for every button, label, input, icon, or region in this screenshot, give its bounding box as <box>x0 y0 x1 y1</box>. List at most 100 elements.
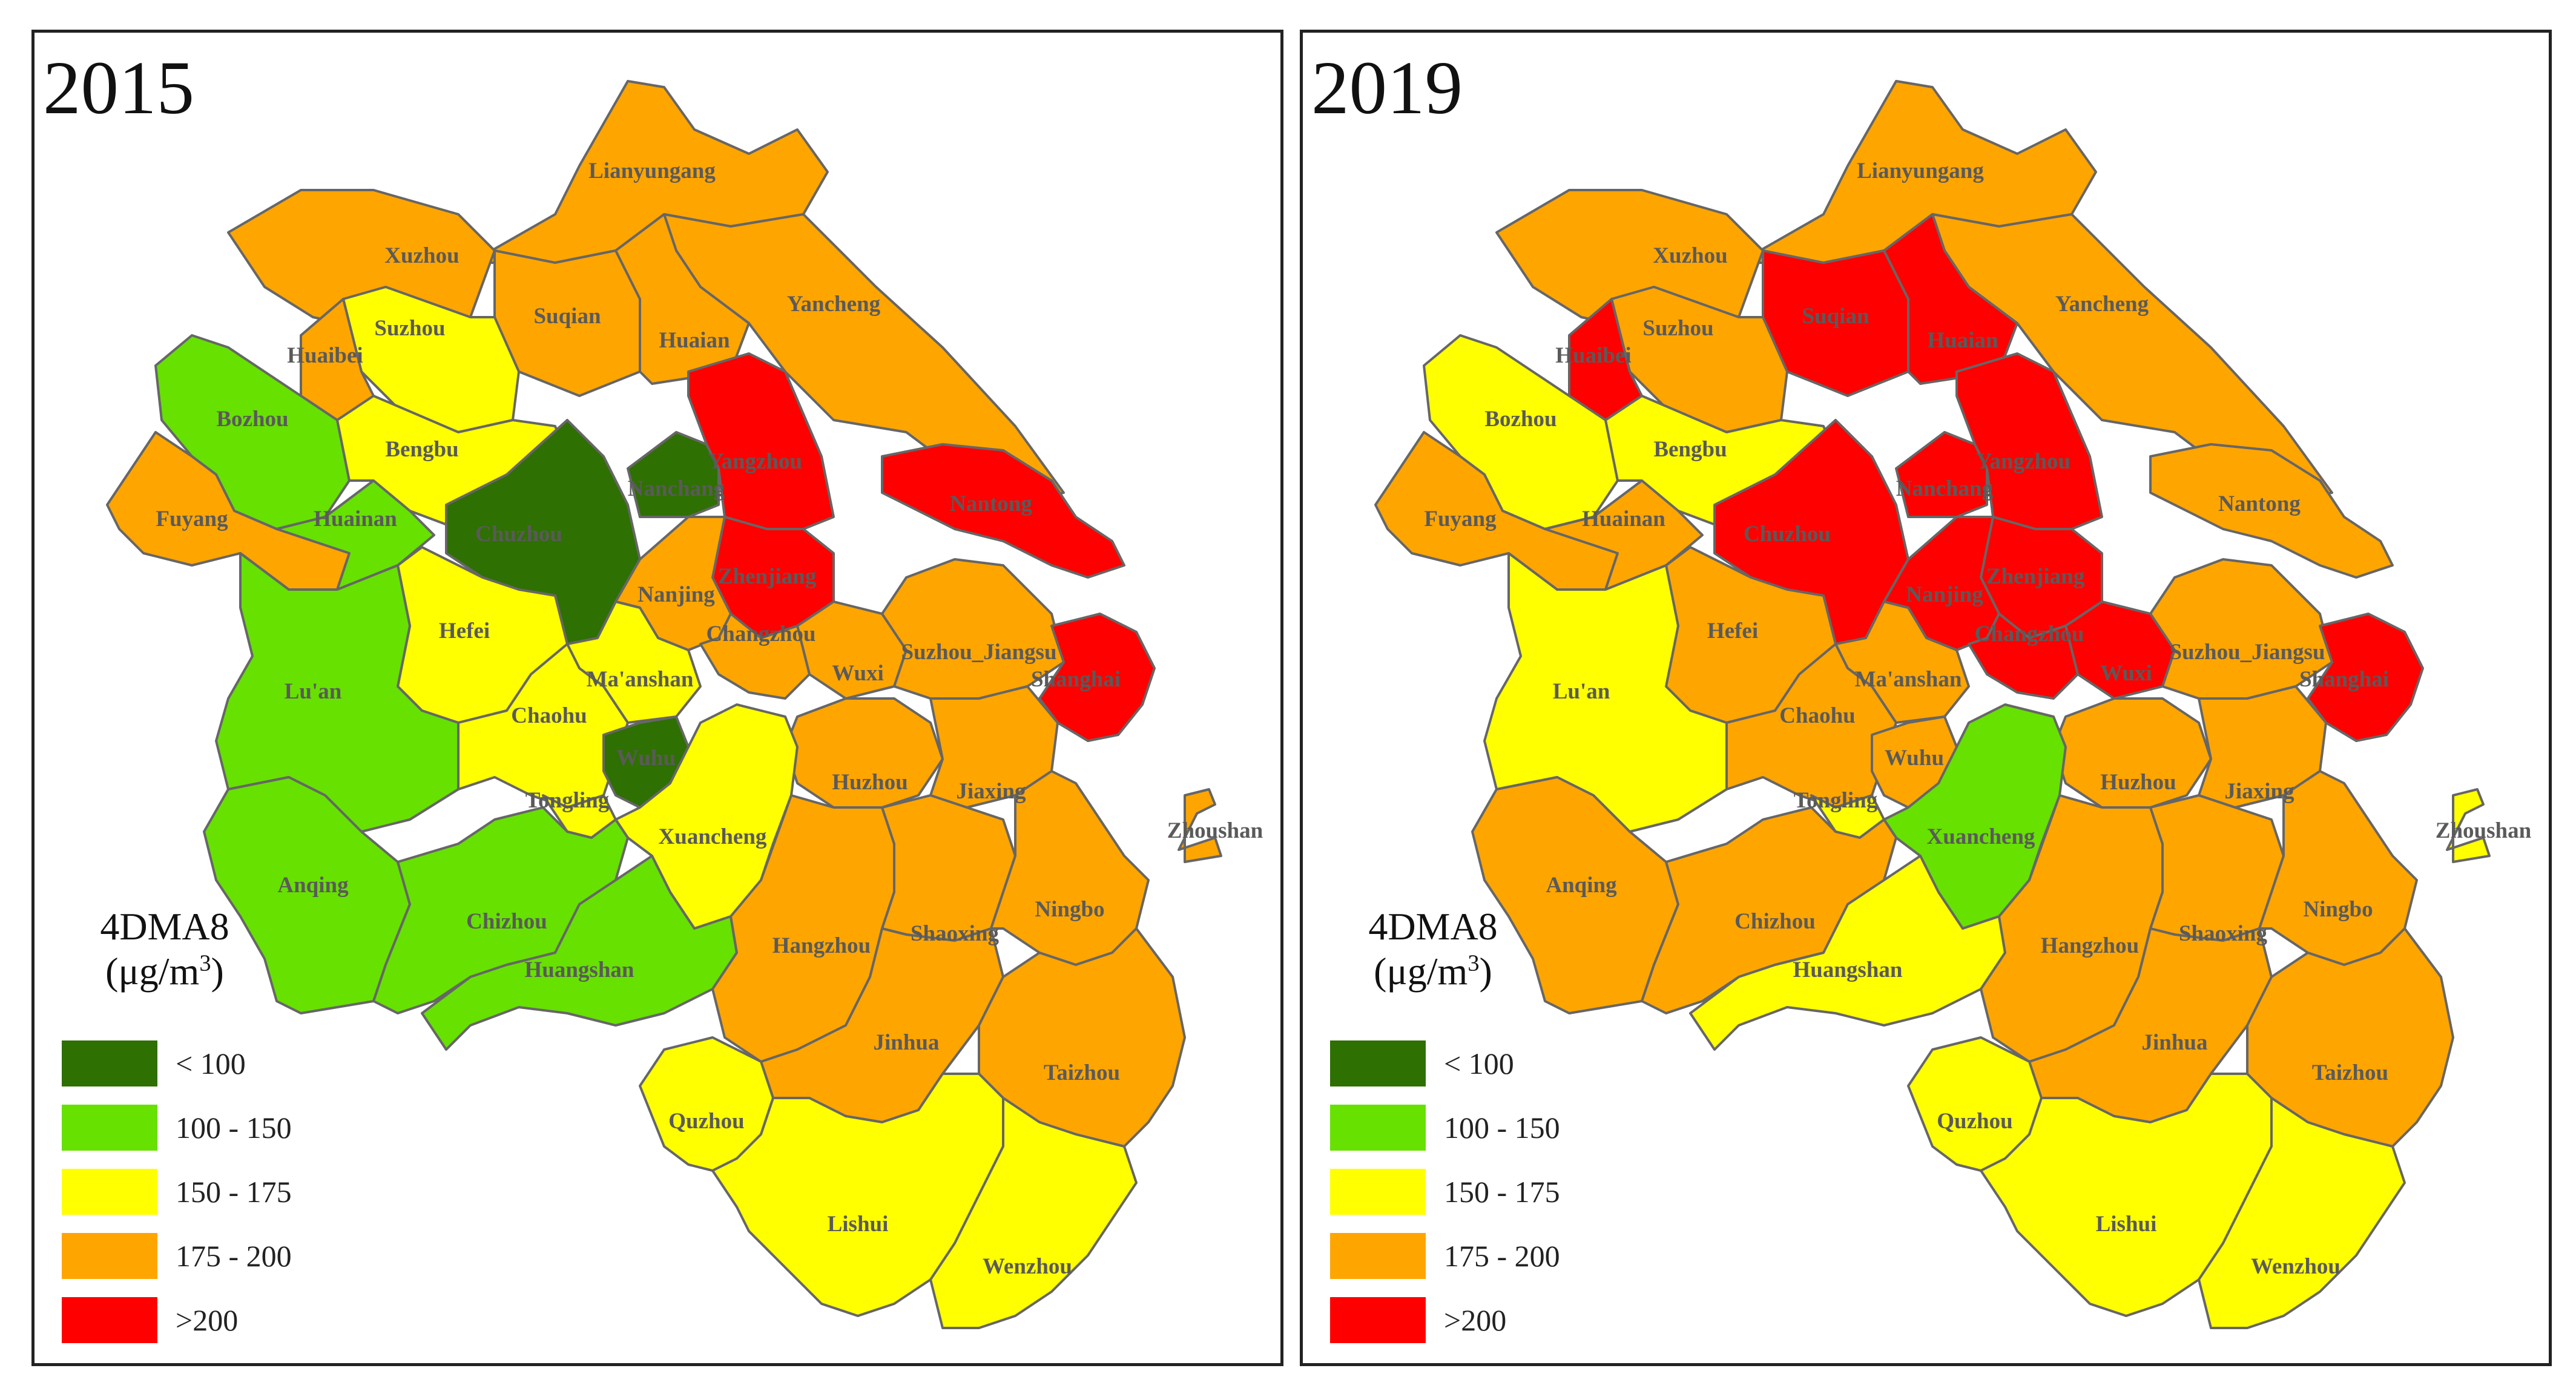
year-label: 2019 <box>1311 47 1463 130</box>
city-label: Bengbu <box>385 437 458 462</box>
city-label: Zhenjiang <box>1986 564 2085 589</box>
city-label: Nanchang <box>1896 476 1994 501</box>
city-label: Jinhua <box>2141 1030 2207 1055</box>
city-label: Suzhou <box>1642 316 1713 341</box>
city-label: Taizhou <box>2312 1060 2388 1085</box>
region-nantong <box>2149 443 2394 579</box>
legend-row: >200 <box>1330 1288 1560 1352</box>
city-label: Suzhou <box>374 316 445 341</box>
city-label: Changzhou <box>707 622 816 646</box>
city-label: Lu'an <box>285 679 342 704</box>
city-label: Chuzhou <box>1744 522 1831 547</box>
city-label: Zhoushan <box>2436 818 2532 843</box>
region-nanchang <box>1895 431 1988 518</box>
region-changzhou <box>1968 613 2079 700</box>
legend-label: 100 - 150 <box>1444 1111 1560 1145</box>
city-label: Nanjing <box>1906 582 1983 607</box>
city-label: Xuancheng <box>659 824 767 849</box>
city-label: Quzhou <box>668 1109 744 1134</box>
legend-label: >200 <box>176 1303 239 1337</box>
legend-row: < 100 <box>1330 1031 1560 1096</box>
legend-label: < 100 <box>176 1047 246 1080</box>
city-label: Anqing <box>277 873 349 898</box>
city-label: Huaibei <box>1555 343 1631 368</box>
region-zhoushan <box>2446 788 2491 863</box>
region-nanchang <box>627 431 720 518</box>
city-label: Yancheng <box>2055 292 2149 317</box>
city-label: Hefei <box>439 619 490 643</box>
city-label: Hangzhou <box>2041 933 2139 958</box>
city-label: Quzhou <box>1937 1109 2012 1134</box>
region-lu-an <box>215 552 460 833</box>
city-label: Lu'an <box>1553 679 1610 704</box>
city-label: Bengbu <box>1653 437 1727 462</box>
city-label: Yangzhou <box>1976 449 2070 474</box>
city-label: Nanjing <box>637 582 715 607</box>
city-label: Fuyang <box>1424 507 1497 531</box>
city-label: Shaoxing <box>911 921 1000 946</box>
legend-title: 4DMA8 (μg/m3) <box>1333 904 1533 993</box>
city-label: Chizhou <box>1734 909 1816 934</box>
legend-label: 150 - 175 <box>1444 1175 1560 1209</box>
city-label: Suzhou_Jiangsu <box>2169 640 2325 665</box>
city-label: Lishui <box>2096 1212 2157 1237</box>
legend-swatch <box>62 1040 157 1086</box>
city-label: Chuzhou <box>475 522 562 547</box>
city-label: Ma'anshan <box>1855 667 1962 692</box>
city-label: Wuhu <box>616 746 676 771</box>
city-label: Huaibei <box>287 343 363 368</box>
legend-title: 4DMA8 (μg/m3) <box>65 904 265 993</box>
city-label: Shaoxing <box>2179 921 2268 946</box>
city-label: Ma'anshan <box>587 667 694 692</box>
city-label: Anqing <box>1546 873 1617 898</box>
legend: < 100 100 - 150 150 - 175 175 - 200 >200 <box>1330 1031 1560 1352</box>
city-label: Bozhou <box>1484 407 1556 432</box>
city-label: Shanghai <box>1031 667 1121 692</box>
legend-label: 100 - 150 <box>176 1111 292 1145</box>
region-layer <box>1374 80 2491 1329</box>
city-label: Bozhou <box>216 407 288 432</box>
region-changzhou <box>699 613 811 700</box>
region-suzhou <box>1610 286 1788 433</box>
map-svg-2015: Lianyungang Xuzhou Suqian Yancheng Huaian Suz… <box>106 80 1263 1329</box>
year-label: 2015 <box>43 47 194 130</box>
region-anqing <box>203 776 411 1014</box>
legend-swatch <box>1330 1233 1426 1279</box>
city-label: Huaian <box>659 328 730 353</box>
label-layer: Lianyungang Xuzhou Suqian Yancheng Huaian Suz… <box>1424 159 2531 1279</box>
legend-row: 150 - 175 <box>1330 1160 1560 1224</box>
city-label: Suqian <box>1802 304 1869 329</box>
legend-row: 150 - 175 <box>62 1160 292 1224</box>
region-shanghai <box>1038 613 1156 742</box>
city-label: Nanchang <box>628 476 725 501</box>
city-label: Taizhou <box>1044 1060 1120 1085</box>
city-label: Jinhua <box>873 1030 939 1055</box>
map-panel-2015: Lianyungang Xuzhou Suqian Yancheng Huaian Suz… <box>31 30 1283 1366</box>
city-label: Fuyang <box>156 507 228 531</box>
legend-row: 175 - 200 <box>1330 1224 1560 1288</box>
region-shanghai <box>2307 613 2424 742</box>
label-layer: Lianyungang Xuzhou Suqian Yancheng Huaian Suz… <box>156 159 1263 1279</box>
legend-row: 100 - 150 <box>62 1096 292 1160</box>
region-nantong <box>881 443 1125 579</box>
region-huaian <box>614 213 750 385</box>
legend-label: >200 <box>1444 1303 1507 1337</box>
city-label: Suqian <box>533 304 601 329</box>
city-label: Yangzhou <box>708 449 802 474</box>
legend-swatch <box>1330 1105 1426 1151</box>
city-label: Tongling <box>1794 788 1878 813</box>
city-label: Shanghai <box>2299 667 2389 692</box>
city-label: Jiaxing <box>956 779 1026 804</box>
city-label: Xuzhou <box>1653 243 1727 268</box>
city-label: Huangshan <box>1793 958 1903 982</box>
legend-swatch <box>62 1297 157 1343</box>
city-label: Yancheng <box>787 292 881 317</box>
city-label: Ningbo <box>2303 897 2373 922</box>
region-huangshan <box>1689 855 2006 1051</box>
city-label: Wuhu <box>1885 746 1944 771</box>
city-label: Zhenjiang <box>718 564 817 589</box>
region-wenzhou <box>2198 1097 2406 1329</box>
city-label: Changzhou <box>1975 622 2084 646</box>
city-label: Huzhou <box>2100 770 2176 795</box>
legend-swatch <box>1330 1297 1426 1343</box>
